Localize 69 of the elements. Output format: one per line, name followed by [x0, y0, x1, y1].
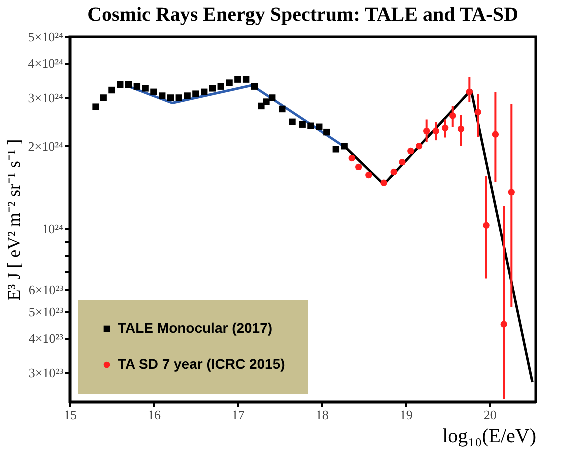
- point: [159, 92, 166, 100]
- point: [458, 126, 465, 133]
- point: [125, 81, 132, 88]
- y-tick-label: 10²⁴: [42, 222, 64, 237]
- point: [192, 90, 200, 98]
- y-tick-label: 5×10²⁴: [28, 30, 64, 44]
- point: [200, 88, 208, 96]
- point: [355, 164, 362, 171]
- x-axis-title: log₁₀(E/eV): [442, 426, 536, 448]
- point: [142, 85, 149, 92]
- point: [176, 94, 183, 102]
- x-tick-label: 15: [64, 408, 77, 422]
- y-tick-label: 4×10²⁴: [28, 56, 64, 72]
- legend-label: TA SD 7 year (ICRC 2015): [118, 356, 286, 372]
- point: [366, 172, 372, 179]
- y-tick-label: 2×10²⁴: [28, 138, 64, 154]
- point: [442, 124, 449, 132]
- point: [234, 76, 242, 83]
- y-tick-label: 5×10²³: [28, 304, 64, 320]
- point: [134, 83, 141, 90]
- point: [483, 222, 490, 229]
- x-tick-label: 17: [232, 408, 246, 422]
- point: [117, 81, 124, 88]
- point: [218, 83, 224, 90]
- point: [150, 88, 158, 96]
- point: [500, 321, 508, 328]
- x-tick-label: 18: [316, 408, 329, 422]
- point: [408, 148, 414, 155]
- point: [316, 124, 323, 130]
- point: [269, 94, 276, 102]
- point: [308, 122, 314, 130]
- point: [399, 158, 406, 166]
- point: [341, 143, 348, 150]
- point: [492, 131, 500, 138]
- point: [466, 88, 474, 96]
- point: [299, 121, 306, 128]
- x-tick-label: 16: [148, 408, 162, 422]
- point: [251, 83, 258, 90]
- point: [450, 112, 456, 120]
- point: [289, 118, 296, 126]
- legend-label: TALE Monocular (2017): [118, 320, 273, 336]
- point: [348, 154, 356, 162]
- point: [423, 128, 430, 135]
- point: [279, 106, 286, 113]
- point: [226, 80, 233, 86]
- y-tick-label: 3×10²⁴: [28, 90, 64, 106]
- point: [390, 168, 398, 176]
- point: [184, 92, 191, 100]
- y-tick-label: 6×10²³: [28, 282, 64, 298]
- point: [416, 143, 423, 150]
- point: [100, 94, 107, 102]
- point: [474, 108, 482, 116]
- x-tick-label: 19: [400, 408, 413, 422]
- point: [324, 128, 330, 136]
- point: [108, 86, 116, 94]
- point: [92, 104, 100, 110]
- point: [508, 189, 516, 196]
- point: [263, 98, 270, 106]
- x-tick-label: 20: [484, 408, 497, 422]
- point: [432, 128, 440, 135]
- chart-title: Cosmic Rays Energy Spectrum: TALE and TA-SD: [88, 4, 518, 26]
- point: [242, 76, 250, 83]
- point: [380, 180, 388, 186]
- y-tick-label: 4×10²³: [28, 331, 64, 346]
- y-tick-label: 3×10²³: [28, 365, 64, 380]
- point: [167, 94, 174, 102]
- point: [332, 146, 340, 153]
- y-axis-title: E³ J [ eV² m⁻² sr⁻¹ s⁻¹ ]: [4, 139, 24, 301]
- point: [209, 85, 216, 92]
